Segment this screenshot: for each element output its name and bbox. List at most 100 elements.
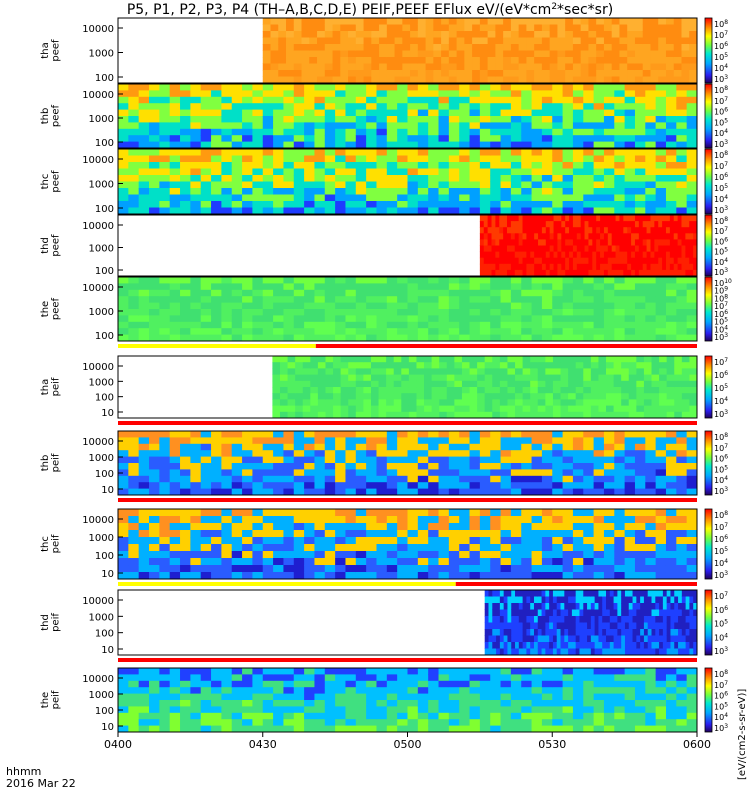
spectrogram-cell: [490, 544, 502, 552]
spectrogram-cell: [496, 648, 501, 656]
colorbar-tick-exp: 8: [724, 19, 728, 26]
spectrogram-cell: [603, 302, 615, 310]
spectrogram-cell: [355, 558, 367, 566]
colorbar-tick-base: 10: [714, 511, 724, 520]
spectrogram-cell: [324, 488, 336, 496]
colorbar-tick-base: 10: [714, 559, 724, 568]
spectrogram-cell: [441, 57, 450, 64]
spectrogram-cell: [673, 44, 682, 51]
spectrogram-cell: [510, 109, 522, 117]
spectrogram-cell: [631, 215, 636, 222]
spectrogram-cell: [314, 558, 326, 566]
spectrogram-cell: [686, 155, 698, 163]
spectrogram-cell: [510, 558, 522, 566]
spectrogram-cell: [428, 565, 440, 573]
spectrogram-cell: [603, 488, 615, 496]
spectrogram-cell: [500, 509, 512, 517]
colorbar-tick-label: 105: [714, 183, 728, 193]
spectrogram-cell: [662, 251, 667, 259]
spectrogram-cell: [638, 227, 644, 234]
spectrogram-cell: [518, 616, 524, 623]
spectrogram-cell: [631, 227, 636, 234]
spectrogram-cell: [634, 537, 646, 545]
spectrogram-cell: [534, 233, 539, 240]
spectrogram-cell: [487, 37, 496, 45]
y-tick-label: 10000: [82, 155, 114, 166]
spectrogram-cell: [662, 221, 667, 228]
spectrogram-cell: [211, 141, 222, 149]
spectrogram-cell: [428, 463, 440, 470]
spectrogram-cell: [431, 356, 440, 363]
spectrogram-cell: [293, 516, 305, 524]
spectrogram-cell: [283, 544, 295, 552]
spectrogram-cell: [159, 103, 171, 111]
spectrogram-cell: [355, 509, 367, 517]
spectrogram-cell: [572, 109, 584, 117]
spectrogram-cell: [149, 181, 160, 189]
spectrogram-cell: [355, 155, 367, 163]
spectrogram-cell: [568, 393, 577, 400]
spectrogram-cell: [211, 135, 222, 143]
spectrogram-cell: [603, 76, 613, 84]
spectrogram-cell: [231, 482, 243, 490]
spectrogram-cell: [376, 328, 388, 336]
colorbar-tick-base: 10: [714, 86, 724, 95]
spectrogram-cell: [459, 289, 471, 297]
spectrogram-cell: [487, 269, 493, 277]
spectrogram-cell: [603, 128, 615, 136]
spectrogram-cell: [252, 572, 264, 580]
spectrogram-cell: [345, 482, 357, 490]
spectrogram-cell: [408, 411, 417, 419]
colorbar-tick-exp: 3: [724, 570, 728, 577]
spectrogram-cell: [634, 572, 646, 580]
spectrogram-cell: [681, 399, 690, 407]
spectrogram-cell: [572, 201, 584, 208]
spectrogram-cell: [386, 31, 396, 38]
spectrogram-cell: [479, 431, 491, 438]
spectrogram-cell: [428, 328, 440, 336]
spectrogram-cell: [552, 530, 564, 538]
colorbar-tick-label: 106: [714, 107, 728, 117]
spectrogram-cell: [541, 642, 546, 649]
spectrogram-cell: [553, 215, 558, 222]
spectrogram-cell: [490, 321, 502, 329]
spectrogram-cell: [211, 509, 222, 517]
spectrogram-cell: [495, 233, 500, 240]
spectrogram-cell: [541, 488, 553, 496]
spectrogram-cell: [324, 18, 334, 25]
spectrogram-cell: [655, 109, 667, 117]
spectrogram-cell: [541, 437, 553, 445]
spectrogram-cell: [401, 374, 410, 382]
spectrogram-cell: [495, 70, 504, 77]
spectrogram-cell: [345, 181, 357, 189]
spectrogram-cell: [221, 296, 233, 304]
spectrogram-cell: [118, 572, 129, 580]
spectrogram-cell: [614, 175, 626, 182]
spectrogram-cell: [624, 149, 636, 156]
spectrogram-cell: [603, 116, 615, 123]
spectrogram-cell: [304, 116, 315, 123]
spectrogram-cell: [492, 374, 501, 382]
spectrogram-cell: [490, 558, 502, 566]
spectrogram-cell: [676, 551, 688, 559]
spectrogram-cell: [386, 135, 398, 143]
spectrogram-cell: [325, 411, 334, 419]
spectrogram-cell: [619, 31, 628, 38]
spectrogram-cell: [487, 263, 493, 271]
spectrogram-cell: [286, 37, 295, 45]
spectrogram-cell: [366, 84, 377, 91]
spectrogram-cell: [549, 63, 558, 71]
spectrogram-cell: [552, 168, 564, 176]
spectrogram-cell: [676, 188, 688, 195]
spectrogram-cell: [665, 31, 675, 38]
spectrogram-cell: [557, 263, 562, 271]
spectrogram-cell: [366, 456, 377, 464]
spectrogram-cell: [655, 321, 667, 329]
spectrogram-cell: [665, 263, 671, 271]
spectrogram-cell: [376, 530, 388, 538]
spectrogram-cell: [363, 24, 372, 32]
colorbar: [704, 355, 713, 419]
spectrogram-cell: [283, 443, 295, 451]
spectrogram-cell: [438, 109, 450, 117]
spectrogram-cell: [484, 356, 493, 363]
